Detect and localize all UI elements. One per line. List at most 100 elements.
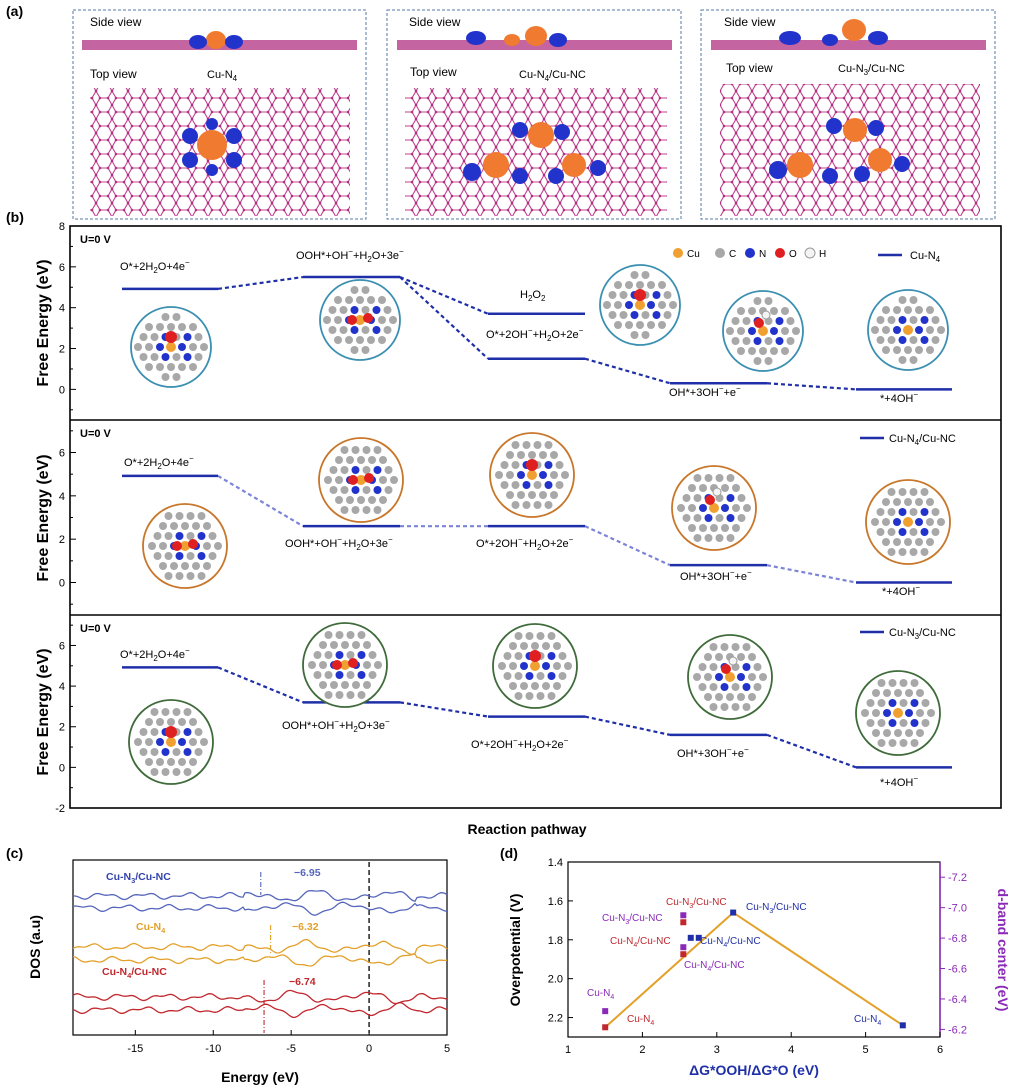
atom — [339, 306, 348, 314]
atom — [495, 471, 503, 479]
atom — [335, 476, 343, 484]
atom — [362, 466, 371, 474]
x-tick-label: 5 — [444, 1043, 450, 1055]
atom — [893, 346, 901, 354]
atom — [539, 491, 547, 499]
atom — [888, 719, 897, 727]
atom — [742, 683, 751, 691]
atom — [704, 693, 712, 701]
atom — [390, 476, 398, 484]
atom-cu — [635, 300, 645, 310]
atom — [630, 311, 639, 319]
atom — [647, 321, 655, 329]
structure-name: Cu-N4 — [207, 69, 238, 83]
atom — [203, 542, 211, 550]
atom — [503, 652, 512, 660]
dos-curve — [72, 989, 448, 1005]
atom-o — [364, 473, 374, 483]
atom — [323, 316, 331, 324]
atom — [156, 758, 164, 766]
atom — [335, 671, 344, 679]
atom — [308, 661, 316, 669]
atom — [910, 699, 919, 707]
atom — [915, 498, 923, 506]
atom — [189, 758, 197, 766]
atom — [876, 508, 885, 516]
atom — [340, 446, 349, 454]
atom — [916, 729, 924, 737]
atom — [379, 456, 387, 464]
atom — [528, 491, 536, 499]
atom — [368, 456, 376, 464]
atom-o — [347, 315, 357, 325]
level-label: H2O2 — [520, 289, 546, 303]
atom — [161, 373, 170, 381]
atom — [872, 689, 880, 697]
atom — [726, 514, 735, 522]
atom — [156, 363, 164, 371]
y2-tick-label: -7.2 — [948, 872, 967, 884]
graphene-top-view — [405, 88, 667, 216]
atom — [346, 671, 355, 679]
atom — [876, 316, 885, 324]
charge-density-top — [182, 118, 242, 176]
atom — [383, 326, 392, 334]
series-label: Cu-N4 — [136, 921, 166, 935]
atom — [139, 748, 148, 756]
atom — [915, 538, 923, 546]
atom — [357, 496, 365, 504]
atom — [926, 346, 934, 354]
y-axis-ticks: -2 0 2 4 6 — [55, 624, 76, 815]
atom — [910, 719, 919, 727]
atom — [150, 708, 159, 716]
atom — [339, 326, 348, 334]
y-tick-label: 4 — [59, 681, 65, 693]
atom — [898, 316, 907, 324]
atom — [319, 681, 327, 689]
charge-density-top — [463, 122, 606, 184]
atom — [500, 461, 509, 469]
point-label: Cu-N3/Cu-NC — [666, 897, 727, 910]
atom — [792, 327, 800, 335]
atom — [920, 488, 929, 496]
atom — [561, 471, 569, 479]
atom — [536, 632, 545, 640]
y-tick-label: 2.2 — [548, 1013, 563, 1025]
atom — [547, 692, 556, 700]
atom — [536, 692, 545, 700]
dos-curve — [72, 953, 448, 967]
point-label: Cu-N4 — [627, 1014, 654, 1027]
atom-o — [172, 541, 182, 551]
d-band-point — [602, 1008, 609, 1015]
atom — [186, 572, 195, 580]
atom — [882, 346, 890, 354]
atom — [926, 326, 934, 334]
atom — [786, 337, 795, 345]
atom — [698, 683, 707, 691]
atom — [894, 689, 902, 697]
atom — [159, 562, 167, 570]
atom-cu — [180, 541, 190, 551]
atom — [334, 336, 342, 344]
atom — [883, 709, 891, 717]
atom — [553, 682, 561, 690]
d-band-point — [680, 919, 687, 926]
atom — [710, 524, 718, 532]
atom — [194, 353, 203, 361]
atom — [340, 506, 349, 514]
series-legend: Cu-N4/Cu-NC — [860, 433, 956, 447]
atom — [641, 331, 650, 339]
atom — [313, 651, 322, 659]
axis-title-y: DOS (a.u) — [27, 915, 43, 979]
y-tick-label: 4 — [59, 491, 65, 503]
atom — [313, 671, 322, 679]
atom — [619, 291, 628, 299]
atom — [150, 333, 159, 341]
atom — [781, 307, 789, 315]
atom — [737, 653, 745, 661]
atom — [915, 346, 923, 354]
atom — [189, 343, 197, 351]
plot-frame — [72, 859, 448, 1036]
atom — [647, 301, 655, 309]
atom — [764, 357, 773, 365]
